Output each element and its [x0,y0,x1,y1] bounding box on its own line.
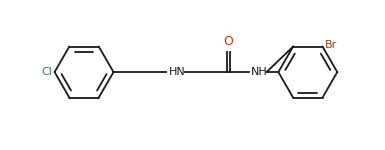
Text: Br: Br [325,40,337,50]
Text: HN: HN [169,67,185,77]
Text: O: O [224,34,233,48]
Text: NH: NH [251,67,268,77]
Text: Cl: Cl [42,67,53,77]
